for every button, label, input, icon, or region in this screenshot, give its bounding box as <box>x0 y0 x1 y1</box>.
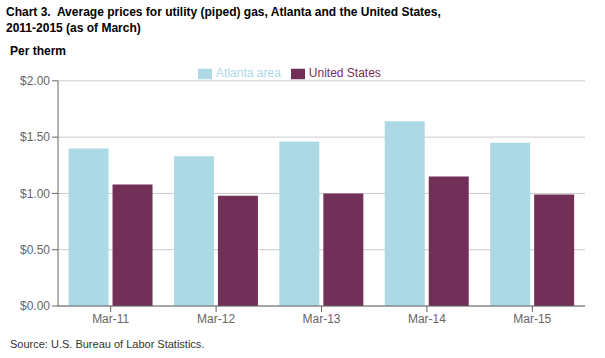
html-text:Chart 3. Average prices for ut: Chart 3. Average prices for utility (pip… <box>6 5 441 19</box>
svg-text:Mar-12: Mar-12 <box>197 312 235 326</box>
svg-text:$1.00: $1.00 <box>20 187 50 201</box>
html-text:Per therm: Per therm <box>10 44 66 58</box>
svg-text:$0.50: $0.50 <box>20 243 50 257</box>
html-text:Atlanta area: Atlanta area <box>216 66 281 80</box>
html-text:2011-2015 (as of March): 2011-2015 (as of March) <box>6 21 141 35</box>
html-text:Source: U.S. Bureau of Labor S: Source: U.S. Bureau of Labor Statistics. <box>10 338 205 350</box>
svg-text:$0.00: $0.00 <box>20 299 50 313</box>
svg-text:$1.50: $1.50 <box>20 130 50 144</box>
svg-text:Mar-13: Mar-13 <box>302 312 340 326</box>
svg-text:Mar-15: Mar-15 <box>513 312 551 326</box>
svg-text:Mar-11: Mar-11 <box>92 312 129 326</box>
svg-text:Mar-14: Mar-14 <box>408 312 446 326</box>
svg-text:$2.00: $2.00 <box>20 74 50 88</box>
html-text:United States: United States <box>308 66 381 80</box>
